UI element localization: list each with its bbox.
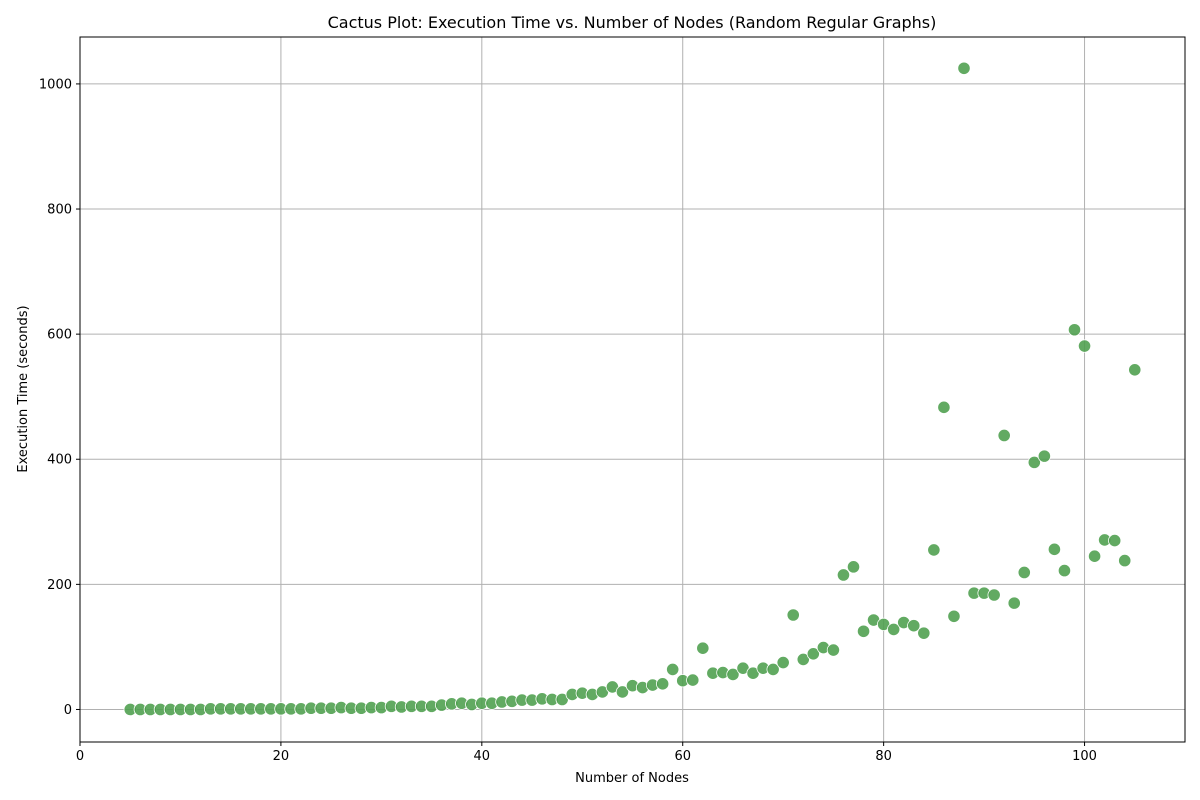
data-points [123, 61, 1142, 717]
data-point [836, 568, 851, 582]
data-point [1067, 323, 1082, 337]
plot-area-frame [79, 36, 1186, 743]
data-point [917, 626, 931, 640]
data-point [846, 560, 861, 574]
data-point [1077, 339, 1092, 353]
data-point [806, 647, 820, 661]
data-point [826, 643, 841, 657]
y-tick-label: 600 [47, 328, 72, 343]
x-axis-label: Number of Nodes [575, 771, 689, 786]
data-point [1108, 533, 1122, 548]
x-tick-label: 0 [76, 749, 84, 764]
data-point [766, 662, 780, 677]
data-point [1128, 363, 1142, 377]
data-point [615, 685, 630, 699]
data-point [1047, 542, 1062, 556]
x-tick-label: 100 [1072, 749, 1097, 764]
data-point [776, 655, 790, 670]
data-point [937, 400, 951, 414]
data-point [856, 624, 871, 638]
data-point [997, 428, 1011, 443]
data-point [656, 677, 670, 691]
y-tick-label: 400 [47, 453, 72, 468]
data-point [1118, 553, 1132, 568]
chart-title: Cactus Plot: Execution Time vs. Number o… [328, 13, 937, 32]
data-point [1017, 565, 1031, 580]
data-point [947, 609, 961, 623]
data-point [1057, 563, 1072, 578]
y-tick-label: 200 [47, 578, 72, 593]
x-tick-label: 40 [474, 749, 491, 764]
y-tick-label: 0 [64, 703, 72, 718]
data-point [696, 641, 710, 655]
data-point [1037, 449, 1051, 463]
data-point [1087, 549, 1102, 563]
data-point [927, 543, 941, 557]
data-point [887, 622, 901, 637]
grid-lines [79, 37, 1185, 742]
data-point [1027, 455, 1041, 469]
data-point [666, 662, 680, 677]
x-tick-label: 80 [875, 749, 892, 764]
data-point [957, 61, 971, 75]
x-tick-label: 20 [273, 749, 290, 764]
data-point [686, 673, 700, 687]
data-point [907, 619, 921, 633]
x-tick-label: 60 [674, 749, 691, 764]
data-point [796, 652, 810, 667]
y-tick-label: 800 [47, 203, 72, 218]
data-point [987, 588, 1001, 602]
y-tick-label: 1000 [39, 77, 72, 92]
y-axis-label: Execution Time (seconds) [16, 305, 31, 472]
data-point [786, 608, 800, 622]
data-point [726, 667, 740, 682]
data-point [1007, 596, 1021, 610]
